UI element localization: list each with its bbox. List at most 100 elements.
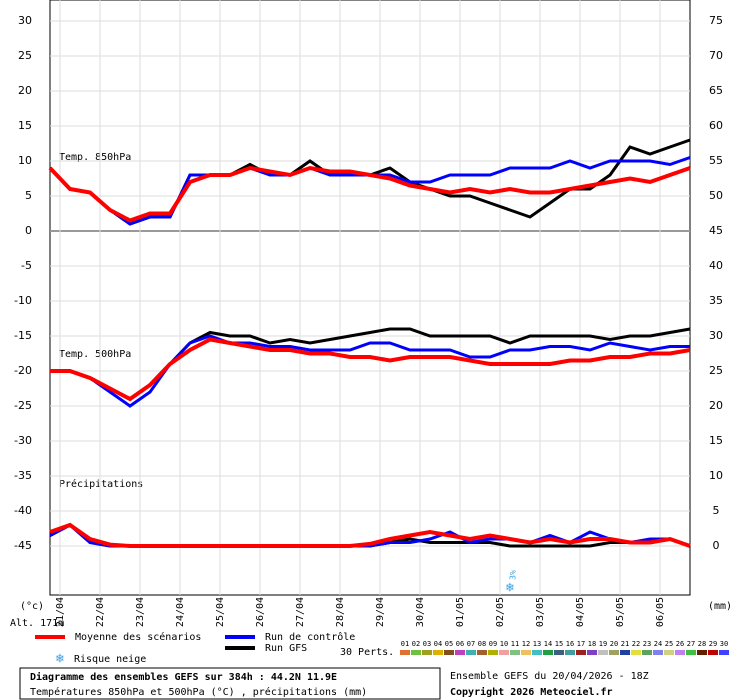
y2-tick-label: 35 [709, 294, 723, 307]
perturbation-label: 05 [445, 640, 453, 648]
x-tick-label: 05/05 [615, 597, 626, 627]
x-tick-label: 03/05 [535, 597, 546, 627]
perturbation-label: 16 [566, 640, 574, 648]
perturbation-label: 15 [555, 640, 563, 648]
x-tick-label: 27/04 [295, 597, 306, 627]
perturbation-swatch [719, 650, 729, 655]
y2-tick-label: 50 [709, 189, 723, 202]
x-tick-label: 23/04 [135, 597, 146, 627]
perturbation-label: 23 [643, 640, 651, 648]
y2-tick-label: 30 [709, 329, 723, 342]
perturbation-swatch [466, 650, 476, 655]
perturbation-swatch [433, 650, 443, 655]
y-tick-label: -30 [14, 434, 32, 447]
title: Diagramme des ensembles GEFS sur 384h : … [30, 671, 337, 683]
perturbation-label: 29 [709, 640, 717, 648]
perturbation-label: 03 [423, 640, 431, 648]
x-tick-label: 06/05 [655, 597, 666, 627]
perturbation-label: 26 [676, 640, 684, 648]
y-tick-label: -35 [14, 469, 32, 482]
y2-tick-label: 0 [713, 539, 720, 552]
x-tick-label: 02/05 [495, 597, 506, 627]
perturbation-label: 06 [456, 640, 464, 648]
perturbation-swatch [499, 650, 509, 655]
perturbation-label: 09 [489, 640, 497, 648]
y2-tick-label: 5 [713, 504, 720, 517]
y-tick-label: 10 [18, 154, 32, 167]
perturbation-swatch [477, 650, 487, 655]
perturbation-label: 04 [434, 640, 442, 648]
perturbation-label: 25 [665, 640, 673, 648]
line-t500 [50, 334, 690, 408]
perturbation-swatch [708, 650, 718, 655]
perturbation-swatch [532, 650, 542, 655]
perturbation-swatch [510, 650, 520, 655]
y2-tick-label: 60 [709, 119, 723, 132]
copyright: Copyright 2026 Meteociel.fr [450, 686, 613, 698]
snow-risk-icon: ❄ [505, 581, 515, 595]
x-tick-label: 24/04 [175, 597, 186, 627]
perturbation-swatch [653, 650, 663, 655]
perturbation-swatch [697, 650, 707, 655]
perturbation-label: 10 [500, 640, 508, 648]
altitude: Alt. 171m [10, 618, 64, 629]
x-tick-label: 21/04 [55, 597, 66, 627]
y-tick-label: 20 [18, 84, 32, 97]
perturbation-label: 20 [610, 640, 618, 648]
perturbation-swatch [609, 650, 619, 655]
perturbation-label: 24 [654, 640, 662, 648]
snow-icon: ❄ [55, 652, 65, 666]
subtitle: Températures 850hPa et 500hPa (°C) , pré… [30, 686, 367, 698]
y-tick-label: -15 [14, 329, 32, 342]
perturbation-swatch [576, 650, 586, 655]
plot-frame [49, 0, 691, 596]
perturbation-swatch [488, 650, 498, 655]
y-tick-label: -10 [14, 294, 32, 307]
perturbation-swatch [422, 650, 432, 655]
perturbation-label: 13 [533, 640, 541, 648]
y2-tick-label: 45 [709, 224, 723, 237]
annotation: Précipitations [59, 478, 143, 490]
y2-tick-label: 65 [709, 84, 723, 97]
perturbation-swatch [598, 650, 608, 655]
perturbation-swatch [664, 650, 674, 655]
y-tick-label: -25 [14, 399, 32, 412]
snow-risk-label: 3% [509, 570, 518, 580]
perturbation-label: 30 [720, 640, 728, 648]
x-tick-label: 25/04 [215, 597, 226, 627]
y-tick-label: 15 [18, 119, 32, 132]
y-tick-label: -5 [21, 259, 32, 272]
perturbation-swatch [554, 650, 564, 655]
y2-tick-label: 75 [709, 14, 723, 27]
grid [50, 0, 690, 595]
perturbation-label: 11 [511, 640, 519, 648]
perturbation-swatch [642, 650, 652, 655]
perturbation-swatch [675, 650, 685, 655]
x-tick-label: 28/04 [335, 597, 346, 627]
y2-tick-label: 20 [709, 399, 723, 412]
y2-tick-label: 70 [709, 49, 723, 62]
legend-label: Moyenne des scénarios [75, 631, 201, 643]
perturbation-label: 27 [687, 640, 695, 648]
perturbation-swatch [686, 650, 696, 655]
line-precip [49, 522, 691, 548]
x-tick-label: 30/04 [415, 597, 426, 627]
y-tick-label: 25 [18, 49, 32, 62]
x-tick-label: 04/05 [575, 597, 586, 627]
snow-legend: Risque neige [74, 654, 146, 665]
perturbation-swatch [444, 650, 454, 655]
y2-tick-label: 55 [709, 154, 723, 167]
annotation: Temp. 850hPa [59, 152, 131, 163]
perturbations-label: 30 Perts. [340, 647, 394, 658]
perturbation-label: 18 [588, 640, 596, 648]
perturbation-swatch [587, 650, 597, 655]
perturbation-swatch [620, 650, 630, 655]
perturbation-label: 01 [401, 640, 409, 648]
perturbation-label: 21 [621, 640, 629, 648]
perturbation-label: 19 [599, 640, 607, 648]
perturbation-swatch [565, 650, 575, 655]
perturbation-swatch [411, 650, 421, 655]
y2-tick-label: 25 [709, 364, 723, 377]
